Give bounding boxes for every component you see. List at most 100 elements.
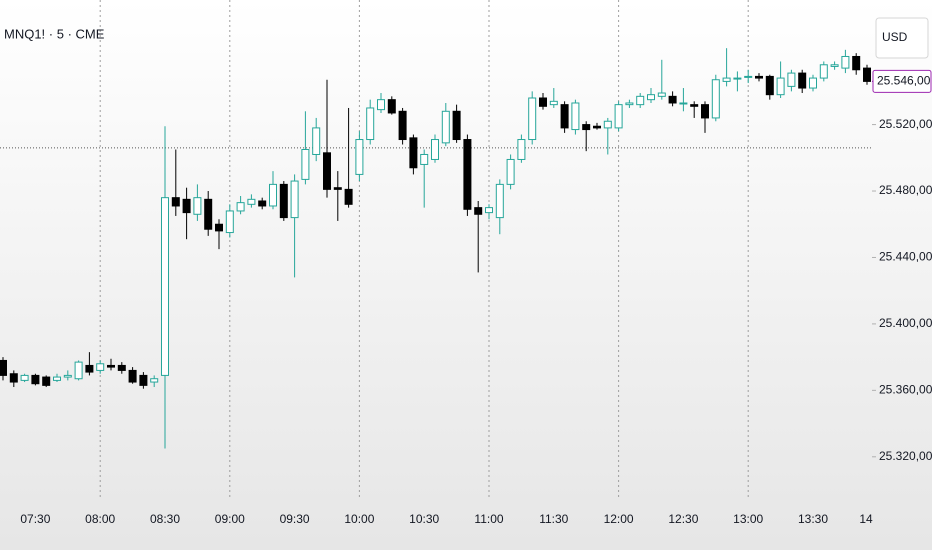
x-tick-label: 13:30 — [798, 512, 828, 526]
candle-body — [0, 359, 7, 376]
candle-body — [63, 374, 72, 378]
candle-body — [711, 79, 720, 119]
candle-body — [96, 363, 105, 371]
candle-body — [387, 99, 396, 114]
candle-body — [85, 364, 94, 373]
candle-body — [409, 137, 418, 169]
candle-body — [398, 110, 407, 141]
candle-body — [193, 197, 202, 215]
candle-body — [744, 75, 753, 78]
y-tick-label: 25.360,00 — [879, 383, 932, 397]
candle-body — [474, 207, 483, 215]
candle-body — [701, 104, 709, 119]
candle-body — [733, 77, 742, 80]
candle-body — [420, 153, 429, 165]
x-tick-label: 08:30 — [150, 512, 180, 526]
x-tick-label: 11:30 — [539, 512, 568, 526]
candle-body — [42, 376, 51, 386]
y-tick-label: 25.440,00 — [879, 250, 932, 264]
candle-body — [852, 55, 861, 71]
candle-body — [830, 64, 839, 67]
currency-label[interactable]: USD — [882, 30, 908, 44]
candle-body — [582, 124, 591, 131]
candle-body — [528, 97, 537, 141]
candle-body — [269, 183, 277, 207]
candle-body — [161, 197, 169, 376]
candle-body — [236, 202, 245, 212]
candle-body — [182, 198, 191, 214]
candle-body — [279, 183, 288, 219]
candle-body — [301, 148, 310, 180]
chart-title: MNQ1! · 5 · CME — [4, 26, 105, 41]
candle-body — [355, 139, 364, 175]
candle-body — [171, 197, 180, 207]
candle-body — [787, 72, 796, 87]
x-tick-label: 09:00 — [215, 512, 245, 526]
candle-body — [323, 152, 331, 190]
candle-body — [776, 77, 785, 96]
candle-body — [117, 364, 126, 371]
candle-body — [625, 102, 634, 106]
candle-body — [755, 75, 763, 79]
x-tick-label: 10:30 — [409, 512, 439, 526]
candle-body — [452, 110, 461, 141]
candle-body — [312, 127, 321, 155]
candle-body — [549, 100, 558, 106]
candle-body — [215, 223, 223, 232]
candle-body — [636, 95, 645, 106]
x-tick-label: 13:00 — [733, 512, 763, 526]
y-tick-label: 25.480,00 — [879, 183, 932, 197]
candle-body — [539, 97, 547, 107]
candle-body — [441, 110, 450, 144]
candle-body — [247, 198, 256, 205]
x-tick-label: 09:30 — [280, 512, 310, 526]
candle-body — [344, 188, 353, 205]
candle-body — [53, 376, 61, 381]
candle-body — [366, 107, 375, 141]
candle-body — [603, 120, 612, 129]
candle-body — [9, 373, 18, 383]
candle-body — [485, 207, 493, 214]
x-tick-label: 14 — [859, 512, 873, 526]
x-tick-label: 12:30 — [668, 512, 698, 526]
last-price-label: 25.546,00 — [877, 74, 931, 88]
x-tick-label: 10:00 — [344, 512, 374, 526]
candle-body — [20, 374, 29, 381]
candle-body — [506, 158, 515, 185]
candle-body — [690, 104, 699, 107]
y-tick-label: 25.320,00 — [879, 449, 932, 463]
candle-body — [431, 139, 439, 160]
candle-body — [647, 94, 655, 101]
x-tick-label: 08:00 — [85, 512, 115, 526]
candle-body — [290, 180, 299, 219]
candle-body — [765, 75, 774, 96]
candle-body — [150, 378, 159, 383]
y-tick-label: 25.520,00 — [879, 117, 932, 131]
candle-body — [593, 125, 601, 129]
candle-body — [614, 104, 623, 129]
candle-body — [657, 92, 666, 97]
candle-body — [819, 64, 828, 79]
candle-body — [668, 95, 677, 104]
candle-body — [31, 374, 40, 385]
x-tick-label: 07:30 — [20, 512, 50, 526]
x-tick-label: 12:00 — [604, 512, 634, 526]
candle-body — [841, 55, 850, 69]
currency-box[interactable] — [875, 17, 929, 59]
candle-body — [107, 364, 115, 368]
candle-body — [798, 72, 807, 89]
x-tick-label: 11:00 — [474, 512, 503, 526]
candle-body — [377, 99, 385, 111]
candle-body — [679, 102, 688, 105]
candle-body — [74, 361, 83, 380]
candle-body — [560, 104, 569, 129]
candle-body — [128, 369, 137, 383]
plot-area — [0, 0, 872, 500]
candle-body — [333, 187, 342, 190]
y-tick-label: 25.400,00 — [879, 316, 932, 330]
candle-body — [809, 77, 817, 89]
last-price-box — [872, 69, 932, 93]
axes: 25.320,00 25.360,00 25.400,00 25.440,00 25.4… — [20, 69, 932, 526]
candle-body — [258, 200, 267, 207]
